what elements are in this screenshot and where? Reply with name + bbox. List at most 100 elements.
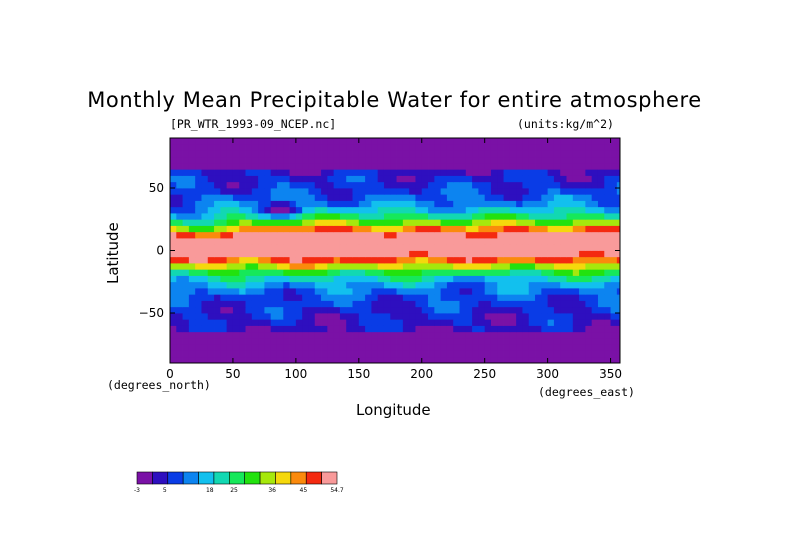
heatmap-cell — [207, 138, 215, 145]
heatmap-cell — [283, 144, 290, 151]
heatmap-cell — [365, 294, 372, 301]
heatmap-cell — [176, 350, 183, 358]
heatmap-cell — [421, 181, 429, 189]
heatmap-cell — [220, 306, 228, 314]
heatmap-cell — [251, 225, 259, 233]
heatmap-cell — [610, 213, 618, 220]
heatmap-cell — [585, 150, 593, 158]
heatmap-cell — [428, 175, 435, 183]
heatmap-cell — [201, 194, 209, 201]
heatmap-cell — [346, 263, 353, 270]
heatmap-cell — [333, 138, 341, 145]
heatmap-cell — [579, 200, 586, 208]
heatmap-cell — [459, 163, 467, 170]
heatmap-cell — [396, 169, 404, 176]
heatmap-cell — [295, 338, 303, 345]
heatmap-cell — [553, 300, 561, 308]
heatmap-cell — [610, 356, 618, 364]
heatmap-cell — [339, 275, 347, 283]
heatmap-cell — [258, 206, 265, 214]
heatmap-cell — [428, 288, 435, 295]
heatmap-cell — [566, 213, 574, 220]
heatmap-cell — [396, 244, 404, 251]
heatmap-cell — [465, 300, 473, 308]
heatmap-cell — [201, 306, 209, 314]
heatmap-cell — [585, 325, 593, 333]
heatmap-cell — [522, 244, 530, 251]
heatmap-cell — [446, 156, 454, 164]
heatmap-cell — [170, 175, 177, 183]
heatmap-cell — [258, 350, 265, 358]
heatmap-cell — [459, 138, 467, 145]
heatmap-cell — [283, 294, 290, 301]
heatmap-cell — [434, 350, 442, 358]
heatmap-cell — [497, 244, 504, 251]
heatmap-cell — [585, 181, 593, 189]
heatmap-cell — [579, 225, 586, 233]
heatmap-cell — [579, 263, 586, 270]
heatmap-cell — [472, 206, 479, 214]
heatmap-cell — [421, 231, 429, 239]
heatmap-cell — [195, 231, 202, 239]
heatmap-cell — [585, 175, 593, 183]
heatmap-cell — [516, 269, 523, 276]
heatmap-cell — [421, 294, 429, 301]
heatmap-cell — [264, 238, 272, 245]
heatmap-cell — [264, 175, 272, 183]
heatmap-cell — [352, 175, 360, 183]
heatmap-cell — [371, 194, 379, 201]
heatmap-cell — [232, 206, 240, 214]
heatmap-cell — [528, 200, 536, 208]
heatmap-cell — [390, 163, 397, 170]
heatmap-cell — [352, 181, 360, 189]
heatmap-cell — [497, 213, 504, 220]
heatmap-cell — [245, 200, 253, 208]
heatmap-cell — [195, 200, 202, 208]
heatmap-cell — [597, 231, 605, 239]
heatmap-cell — [465, 238, 473, 245]
heatmap-cell — [352, 156, 360, 164]
heatmap-cell — [390, 294, 397, 301]
heatmap-cell — [497, 181, 504, 189]
heatmap-cell — [604, 338, 611, 345]
heatmap-cell — [245, 244, 253, 251]
heatmap-cell — [182, 231, 190, 239]
heatmap-cell — [440, 263, 448, 270]
heatmap-cell — [220, 181, 228, 189]
heatmap-cell — [409, 200, 416, 208]
heatmap-cell — [579, 175, 586, 183]
heatmap-cell — [201, 138, 209, 145]
heatmap-cell — [459, 150, 467, 158]
heatmap-cell — [170, 150, 177, 158]
heatmap-cell — [245, 219, 253, 226]
heatmap-cell — [591, 294, 599, 301]
heatmap-cell — [170, 156, 177, 164]
heatmap-cell — [522, 150, 530, 158]
heatmap-cell — [377, 163, 385, 170]
heatmap-cell — [346, 206, 353, 214]
heatmap-cell — [258, 356, 265, 364]
heatmap-cell — [434, 163, 442, 170]
heatmap-cell — [579, 344, 586, 351]
heatmap-cell — [390, 275, 397, 283]
heatmap-cell — [270, 294, 278, 301]
heatmap-cell — [346, 194, 353, 201]
heatmap-cell — [597, 306, 605, 314]
heatmap-cell — [346, 344, 353, 351]
heatmap-cell — [258, 256, 265, 264]
heatmap-cell — [264, 356, 272, 364]
heatmap-cell — [497, 269, 504, 276]
heatmap-cell — [428, 313, 435, 320]
heatmap-cell — [308, 338, 316, 345]
heatmap-cell — [365, 213, 372, 220]
heatmap-cell — [591, 350, 599, 358]
heatmap-cell — [182, 144, 190, 151]
heatmap-cell — [270, 219, 278, 226]
heatmap-cell — [377, 313, 385, 320]
heatmap-cell — [226, 213, 234, 220]
heatmap-cell — [396, 175, 404, 183]
heatmap-cell — [239, 306, 246, 314]
heatmap-cell — [207, 250, 215, 258]
heatmap-cell — [490, 244, 498, 251]
heatmap-cell — [616, 188, 621, 195]
